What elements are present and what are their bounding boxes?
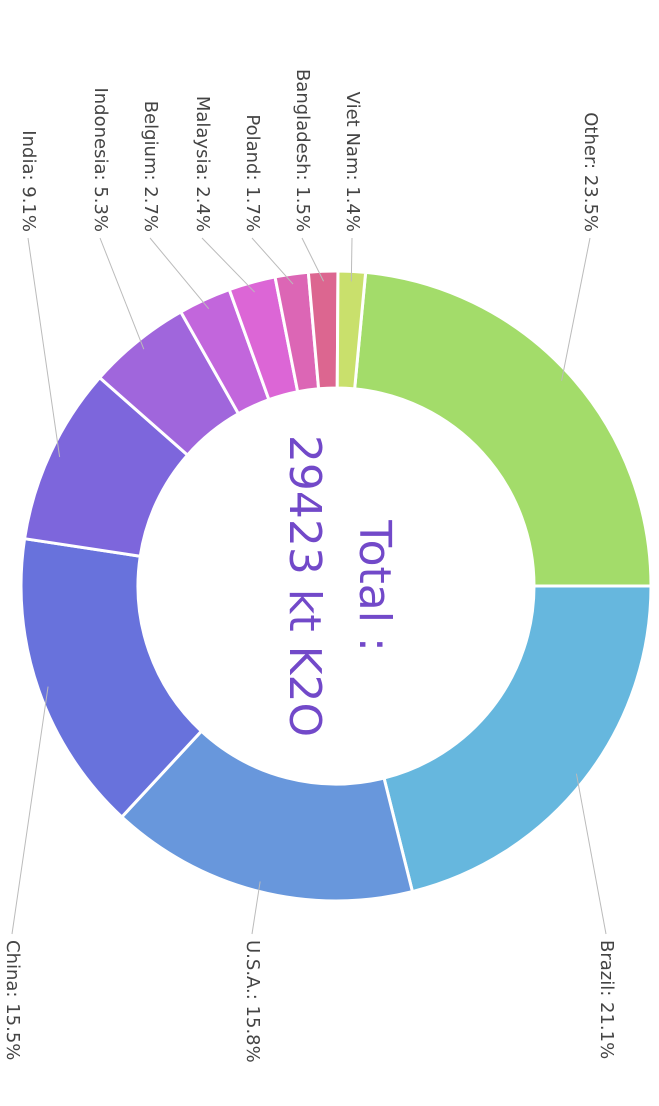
- slice-label: U.S.A.: 15.8%: [242, 940, 263, 1063]
- slice-label: China: 15.5%: [2, 940, 23, 1060]
- slice-label: Indonesia: 5.3%: [90, 87, 111, 232]
- leader-line: [149, 237, 210, 310]
- leader-line: [561, 237, 591, 381]
- slice-label: Other: 23.5%: [580, 112, 601, 232]
- slice-label: Belgium: 2.7%: [140, 101, 161, 232]
- slice-label: Bangladesh: 1.5%: [292, 69, 313, 232]
- donut-slice: [382, 584, 653, 894]
- center-total: 29423 kt K2O: [279, 435, 330, 737]
- slice-label: Brazil: 21.1%: [596, 940, 617, 1059]
- leader-line: [11, 686, 49, 935]
- leader-line: [99, 237, 145, 350]
- center-title: Total :: [349, 519, 400, 652]
- leader-line: [251, 237, 294, 285]
- leader-line: [350, 237, 353, 282]
- leader-line: [301, 237, 324, 282]
- leader-line: [575, 773, 607, 935]
- slice-label: Poland: 1.7%: [242, 114, 263, 232]
- donut-slice: [335, 269, 368, 391]
- leader-line: [27, 237, 61, 458]
- slice-label: Malaysia: 2.4%: [192, 96, 213, 232]
- donut-slice: [352, 270, 653, 588]
- leader-line: [251, 881, 261, 935]
- donut-slice: [119, 729, 415, 903]
- leader-line: [201, 237, 255, 293]
- slice-label: Viet Nam: 1.4%: [342, 92, 363, 232]
- slice-label: India: 9.1%: [18, 130, 39, 232]
